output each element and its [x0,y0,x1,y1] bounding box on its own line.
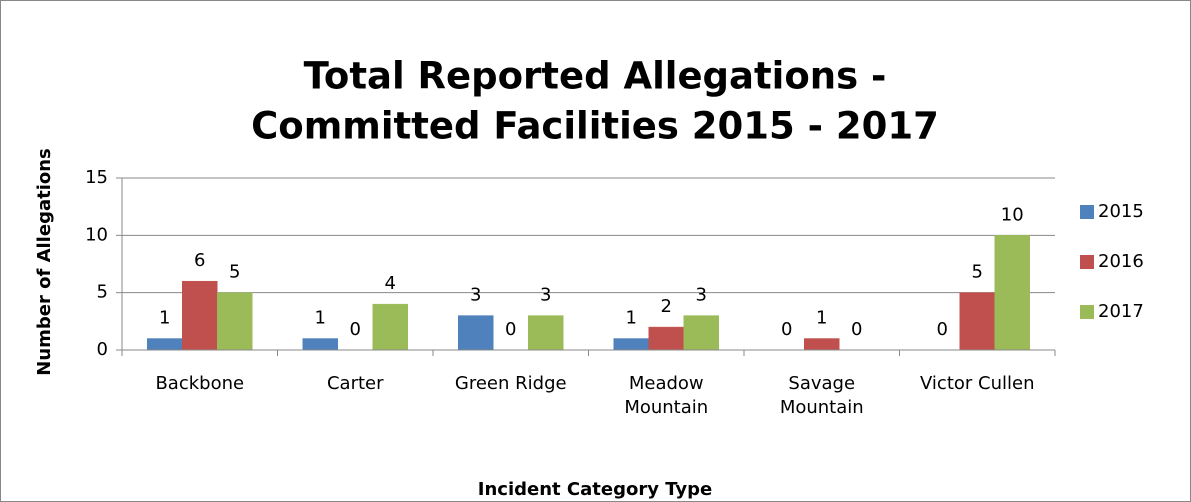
data-label: 0 [505,319,516,340]
data-label: 1 [315,308,326,329]
data-label: 1 [159,308,170,329]
bar [458,315,494,351]
x-tick-label: Backbone [155,373,245,394]
y-axis-title: Number of Allegations [34,148,55,376]
x-tick-label: Meadow Mountain [624,373,709,418]
bar [217,292,253,351]
bar [182,280,218,351]
chart-title: Committed Facilities 2015 - 2017 [251,105,939,148]
bar [613,338,649,351]
legend-swatch [1080,255,1094,269]
bar [683,315,719,351]
data-label: 2 [661,296,672,317]
data-label: 3 [540,285,551,306]
bar [994,235,1030,351]
data-label: 0 [350,319,361,340]
x-tick-label: Victor Cullen [920,373,1035,394]
bar [302,338,338,351]
bar [528,315,564,351]
data-label: 0 [851,319,862,340]
y-tick-label: 5 [97,282,108,303]
data-label: 10 [1001,204,1024,225]
data-label: 0 [781,319,792,340]
data-label: 3 [696,285,707,306]
data-label: 6 [194,250,205,271]
bar [959,292,995,351]
chart-title: Total Reported Allegations - [304,55,887,98]
bar [648,326,684,351]
legend-label: 2016 [1098,251,1144,272]
legend-label: 2017 [1098,301,1144,322]
x-axis-title: Incident Category Type [478,479,712,500]
data-label: 0 [937,319,948,340]
x-tick-label: Savage Mountain [779,373,864,418]
y-tick-label: 0 [97,339,108,360]
legend-swatch [1080,305,1094,319]
x-tick-label: Green Ridge [454,373,567,394]
data-label: 1 [626,308,637,329]
bar [372,303,408,351]
data-label: 5 [972,262,983,283]
bar [804,338,840,351]
data-label: 1 [816,308,827,329]
bar [147,338,183,351]
data-label: 4 [385,273,396,294]
legend-label: 2015 [1098,201,1144,222]
legend-swatch [1080,205,1094,219]
y-tick-label: 10 [85,224,108,245]
x-tick-label: Carter [326,373,384,394]
y-tick-label: 15 [85,167,108,188]
data-label: 5 [229,262,240,283]
data-label: 3 [470,285,481,306]
